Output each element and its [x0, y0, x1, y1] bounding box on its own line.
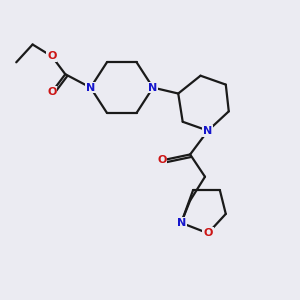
Text: O: O — [47, 87, 57, 97]
Text: N: N — [86, 82, 95, 93]
Text: O: O — [157, 155, 167, 165]
Text: N: N — [148, 82, 158, 93]
Text: O: O — [47, 51, 57, 62]
Text: N: N — [177, 218, 186, 228]
Text: N: N — [203, 126, 213, 136]
Text: O: O — [203, 228, 213, 238]
